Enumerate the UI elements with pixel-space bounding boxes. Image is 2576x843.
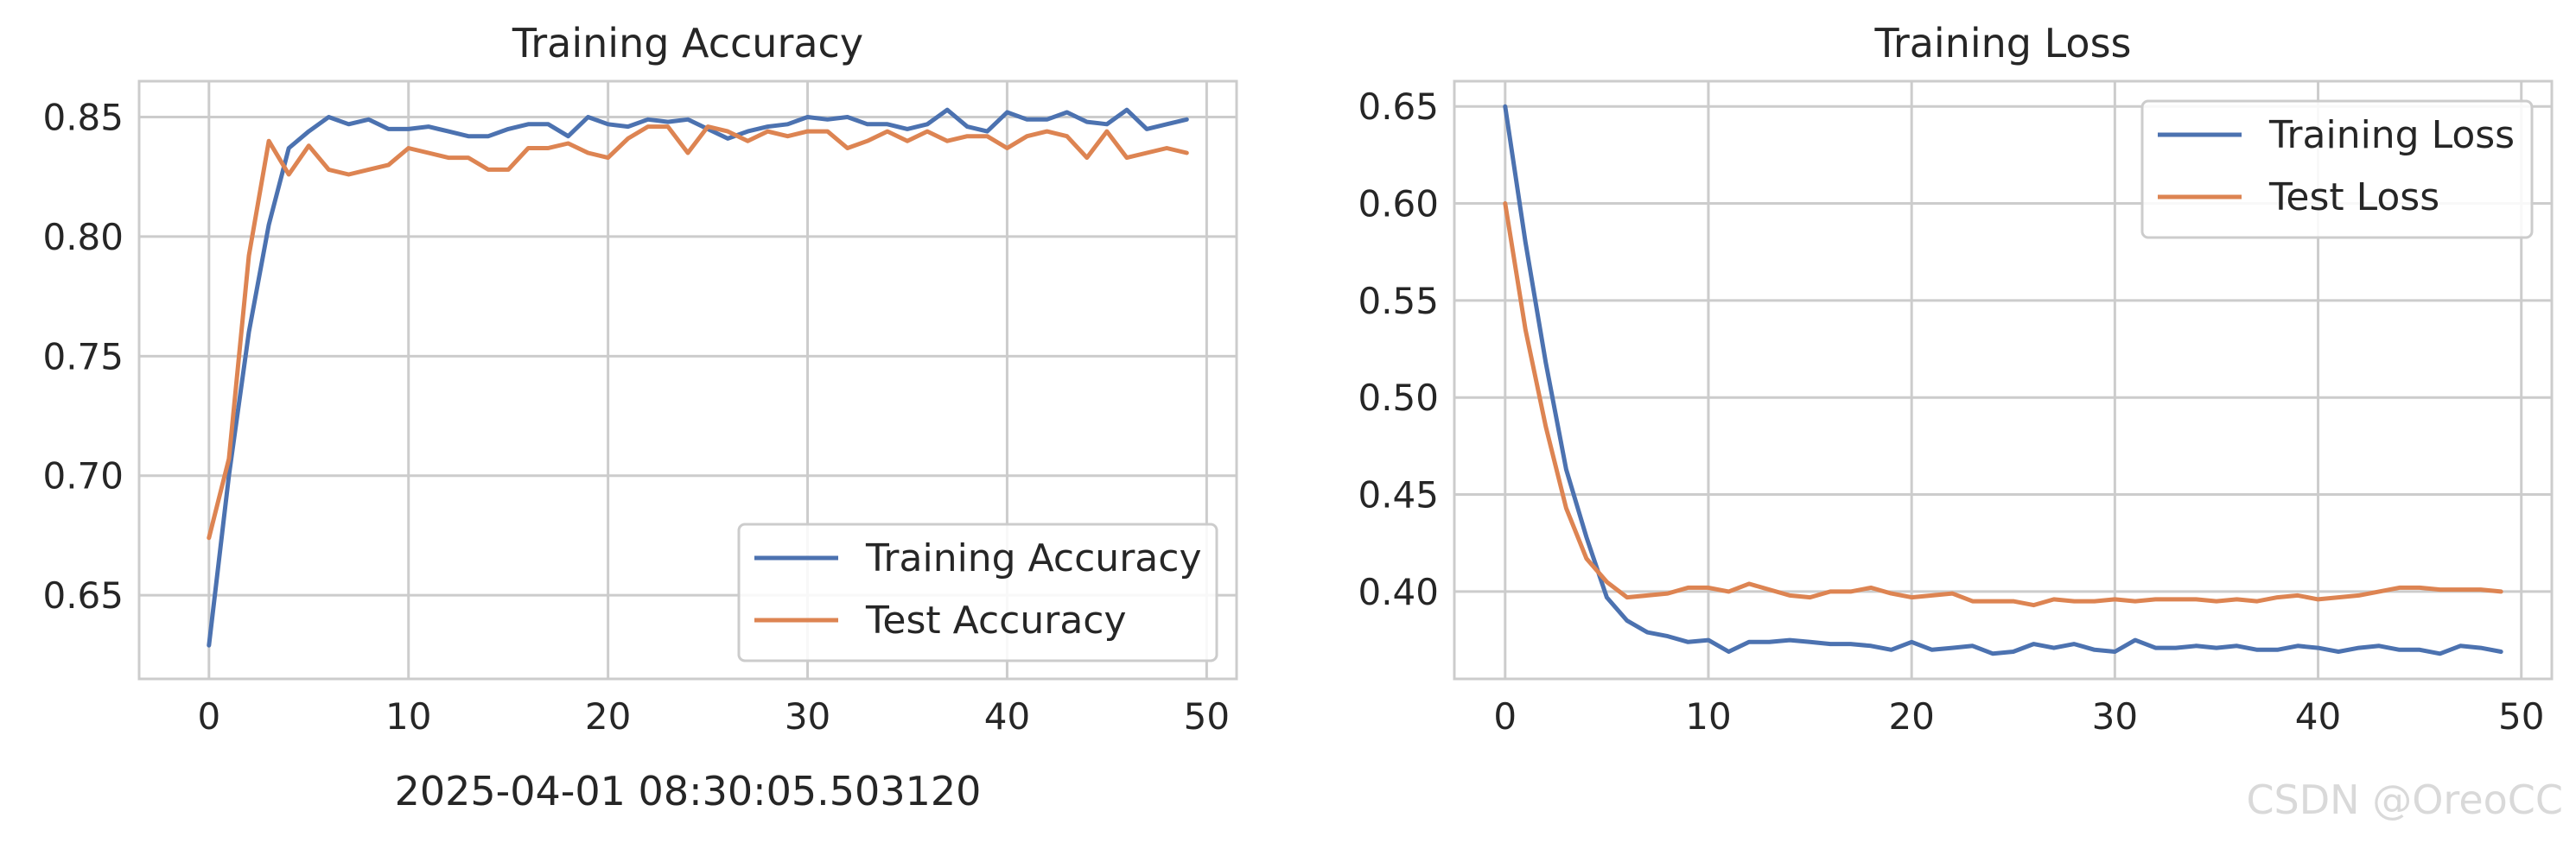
accuracy-y-tick-label: 0.75 bbox=[42, 335, 124, 377]
loss-y-tick-label: 0.45 bbox=[1358, 474, 1439, 517]
loss-y-ticks: 0.40 0.45 0.50 0.55 0.60 0.65 bbox=[1358, 86, 1439, 613]
loss-grid bbox=[1454, 81, 2552, 679]
loss-x-tick-label: 50 bbox=[2498, 695, 2544, 738]
loss-x-tick-label: 0 bbox=[1493, 695, 1517, 738]
accuracy-y-tick-label: 0.80 bbox=[42, 216, 124, 258]
loss-x-tick-label: 40 bbox=[2295, 695, 2341, 738]
loss-legend-label-training: Training Loss bbox=[2268, 113, 2515, 157]
accuracy-y-tick-label: 0.70 bbox=[42, 455, 124, 498]
accuracy-legend-label-test: Test Accuracy bbox=[865, 599, 1127, 643]
accuracy-x-tick-label: 30 bbox=[785, 695, 830, 738]
loss-lines bbox=[1503, 104, 2503, 656]
accuracy-chart: 0 10 20 30 40 50 0.65 0.70 0.75 0.80 0.85 Trainin… bbox=[42, 20, 1238, 814]
loss-x-ticks: 0 10 20 30 40 50 bbox=[1493, 695, 2544, 738]
accuracy-y-tick-label: 0.85 bbox=[42, 97, 124, 139]
csdn-watermark: CSDN @OreoCC bbox=[2246, 776, 2563, 823]
accuracy-x-axis-label: 2025-04-01 08:30:05.503120 bbox=[395, 768, 982, 814]
accuracy-x-tick-label: 20 bbox=[585, 695, 631, 738]
loss-series-line-test bbox=[1503, 201, 2503, 608]
loss-legend-label-test: Test Loss bbox=[2268, 175, 2439, 219]
accuracy-series-line-test bbox=[207, 124, 1189, 541]
loss-chart-title: Training Loss bbox=[1873, 20, 2131, 67]
loss-x-tick-label: 30 bbox=[2092, 695, 2138, 738]
loss-legend: Training Loss Test Loss bbox=[2140, 99, 2534, 239]
accuracy-legend: Training Accuracy Test Accuracy bbox=[737, 523, 1218, 662]
accuracy-x-ticks: 0 10 20 30 40 50 bbox=[197, 695, 1230, 738]
loss-y-tick-label: 0.50 bbox=[1358, 377, 1439, 419]
accuracy-x-tick-label: 50 bbox=[1184, 695, 1230, 738]
accuracy-x-tick-label: 0 bbox=[197, 695, 220, 738]
loss-y-tick-label: 0.60 bbox=[1358, 183, 1439, 225]
loss-x-tick-label: 10 bbox=[1685, 695, 1731, 738]
accuracy-chart-title: Training Accuracy bbox=[512, 20, 863, 67]
loss-y-tick-label: 0.40 bbox=[1358, 571, 1439, 613]
loss-series-line-training bbox=[1503, 104, 2503, 656]
accuracy-x-tick-label: 40 bbox=[984, 695, 1030, 738]
accuracy-legend-label-training: Training Accuracy bbox=[865, 536, 1201, 580]
accuracy-y-ticks: 0.65 0.70 0.75 0.80 0.85 bbox=[42, 97, 124, 618]
accuracy-y-tick-label: 0.65 bbox=[42, 574, 124, 617]
loss-x-tick-label: 20 bbox=[1888, 695, 1934, 738]
loss-y-tick-label: 0.55 bbox=[1358, 280, 1439, 322]
accuracy-x-tick-label: 10 bbox=[385, 695, 431, 738]
accuracy-series-line-training bbox=[207, 107, 1189, 648]
accuracy-legend-frame bbox=[737, 523, 1218, 662]
loss-chart: 0 10 20 30 40 50 0.40 0.45 0.50 0.55 0.60 0.65 Tra… bbox=[1358, 20, 2554, 738]
accuracy-lines bbox=[207, 107, 1189, 648]
loss-y-tick-label: 0.65 bbox=[1358, 86, 1439, 128]
